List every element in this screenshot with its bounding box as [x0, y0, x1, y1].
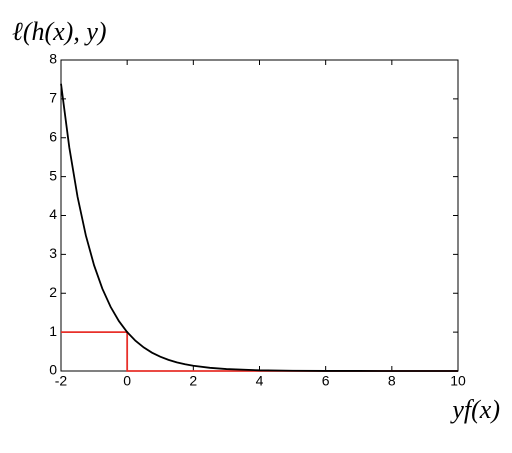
y-tick-label: 2: [49, 284, 57, 300]
x-tick-label: 6: [322, 373, 330, 389]
y-tick-label: 6: [49, 128, 57, 144]
y-tick-label: 8: [49, 51, 57, 67]
y-tick-label: 4: [49, 206, 57, 222]
x-tick-label: 0: [123, 373, 131, 389]
x-tick-label: 4: [256, 373, 264, 389]
x-axis-label: yf(x): [449, 395, 500, 424]
y-tick-label: 0: [49, 362, 57, 378]
y-axis-label: ℓ(h(x), y): [12, 17, 107, 46]
y-tick-label: 5: [49, 167, 57, 183]
y-tick-label: 7: [49, 90, 57, 106]
x-tick-label: 8: [388, 373, 396, 389]
x-tick-label: -2: [55, 373, 68, 389]
loss-curve: [61, 331, 458, 372]
y-tick-label: 3: [49, 245, 57, 261]
y-tick-label: 1: [49, 323, 57, 339]
x-tick-label: 2: [189, 373, 197, 389]
x-tick-label: 10: [450, 373, 466, 389]
loss-curve: [60, 83, 458, 372]
